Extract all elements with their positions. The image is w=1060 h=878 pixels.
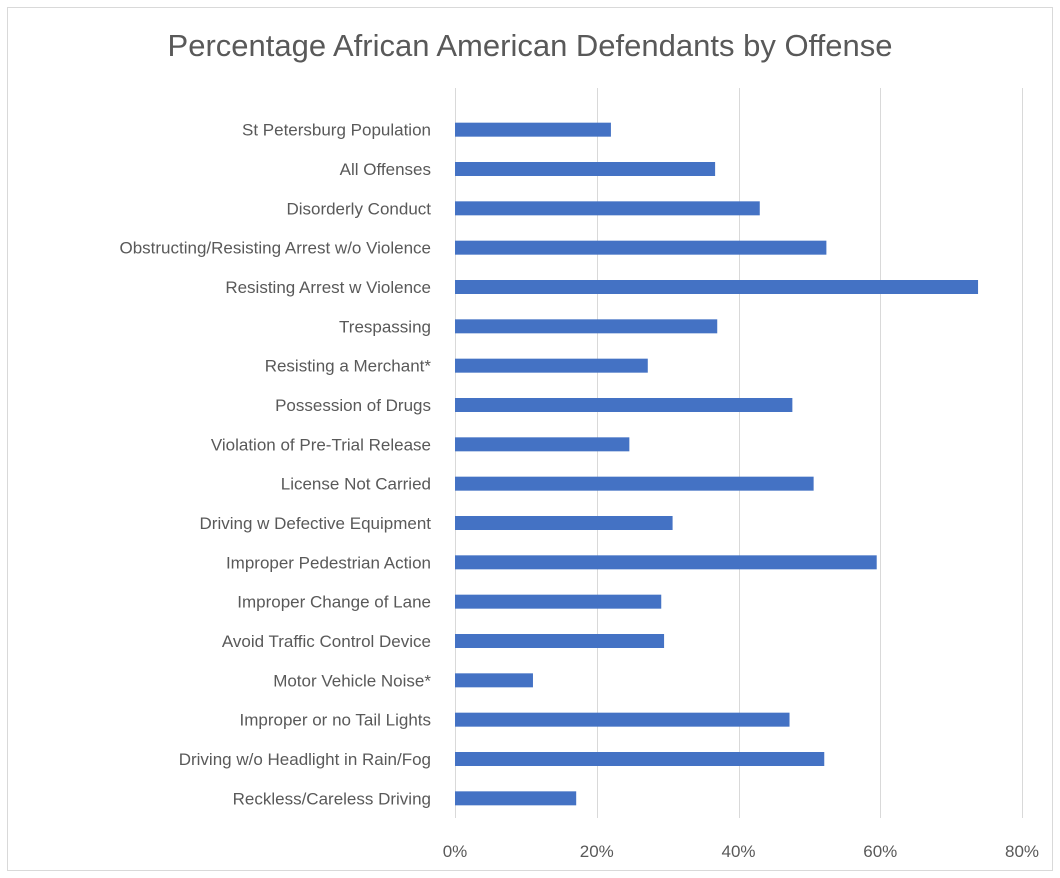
- x-tick-label: 80%: [1005, 842, 1039, 861]
- category-label: Trespassing: [339, 317, 431, 336]
- bar: [455, 673, 533, 688]
- category-label: Improper or no Tail Lights: [239, 711, 431, 730]
- x-tick-label: 0%: [443, 842, 468, 861]
- x-tick-label: 60%: [863, 842, 897, 861]
- bar: [455, 280, 979, 294]
- bar-series: [455, 122, 979, 806]
- category-label: Disorderly Conduct: [286, 199, 431, 218]
- category-label: Driving w/o Headlight in Rain/Fog: [179, 750, 431, 769]
- bar: [455, 437, 630, 452]
- category-label: Possession of Drugs: [275, 396, 431, 415]
- category-label: St Petersburg Population: [242, 121, 431, 140]
- x-tick-label: 40%: [721, 842, 755, 861]
- category-labels: St Petersburg Population All Offenses Diso…: [120, 121, 432, 809]
- x-tick-label: 20%: [580, 842, 614, 861]
- category-label: Resisting a Merchant*: [265, 357, 432, 376]
- category-label: License Not Carried: [281, 475, 431, 494]
- x-tick-labels: 0% 20% 40% 60% 80%: [443, 842, 1039, 861]
- bar: [455, 358, 648, 373]
- bar: [455, 162, 716, 176]
- gridlines: [455, 88, 1023, 818]
- category-label: All Offenses: [340, 160, 431, 179]
- bar: [455, 398, 793, 412]
- bar: [455, 516, 673, 530]
- bar: [455, 122, 611, 137]
- chart-title: Percentage African American Defendants b…: [167, 28, 893, 63]
- category-label: Avoid Traffic Control Device: [222, 632, 431, 651]
- bar: [455, 476, 814, 491]
- bar: [455, 555, 877, 570]
- bar: [455, 712, 790, 727]
- category-label: Resisting Arrest w Violence: [225, 278, 431, 297]
- bar: [455, 319, 718, 334]
- bar: [455, 594, 662, 609]
- category-label: Driving w Defective Equipment: [200, 514, 432, 533]
- bar: [455, 791, 577, 806]
- category-label: Violation of Pre-Trial Release: [211, 435, 431, 454]
- bar: [455, 634, 665, 648]
- category-label: Improper Change of Lane: [237, 593, 431, 612]
- bar: [455, 201, 760, 216]
- category-label: Improper Pedestrian Action: [226, 553, 431, 572]
- bar: [455, 752, 825, 766]
- bar: [455, 240, 827, 255]
- category-label: Obstructing/Resisting Arrest w/o Violenc…: [120, 239, 432, 258]
- category-label: Motor Vehicle Noise*: [273, 671, 431, 690]
- category-label: Reckless/Careless Driving: [233, 789, 431, 808]
